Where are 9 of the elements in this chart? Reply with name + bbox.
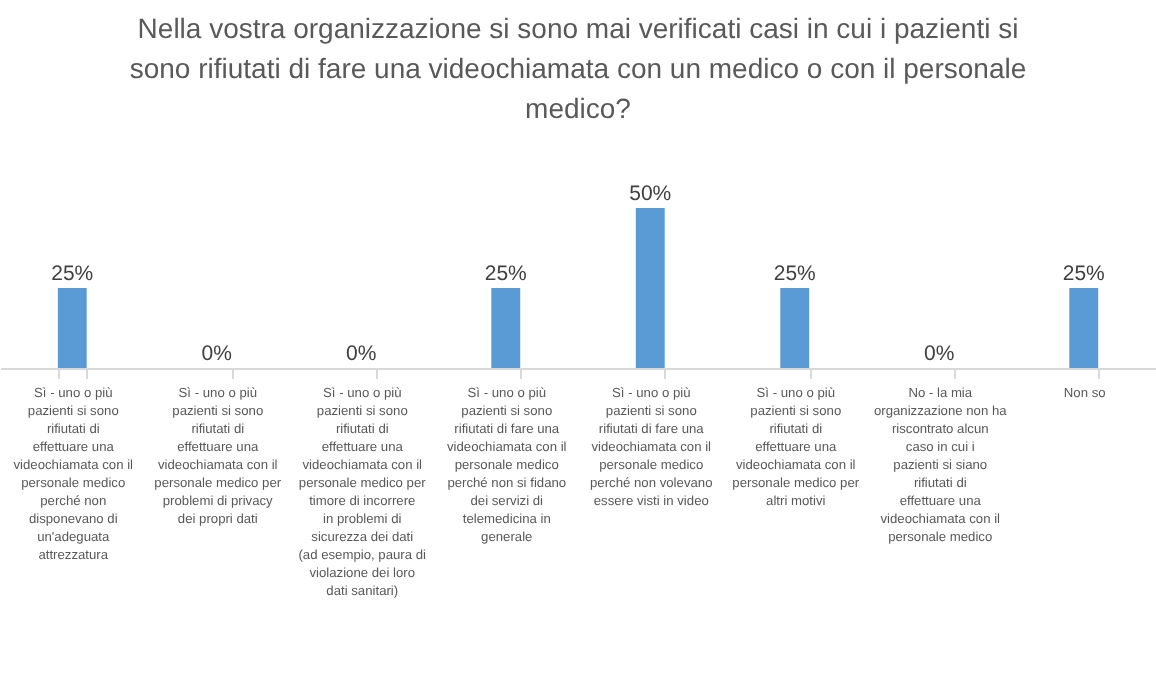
data-label: 0% [924, 342, 955, 366]
data-label: 25% [484, 262, 527, 286]
data-label: 25% [773, 262, 816, 286]
data-label: 0% [201, 342, 232, 366]
data-label: 25% [51, 262, 94, 286]
chart-title: Nella vostra organizzazione si sono mai verificati casi in cui i pazienti si sono rifiutati di fare una videochiamata con un medico o con il personale medico? [129, 12, 1027, 124]
data-label: 50% [629, 182, 672, 206]
data-label: 25% [1062, 262, 1105, 286]
data-label: 0% [346, 342, 377, 366]
